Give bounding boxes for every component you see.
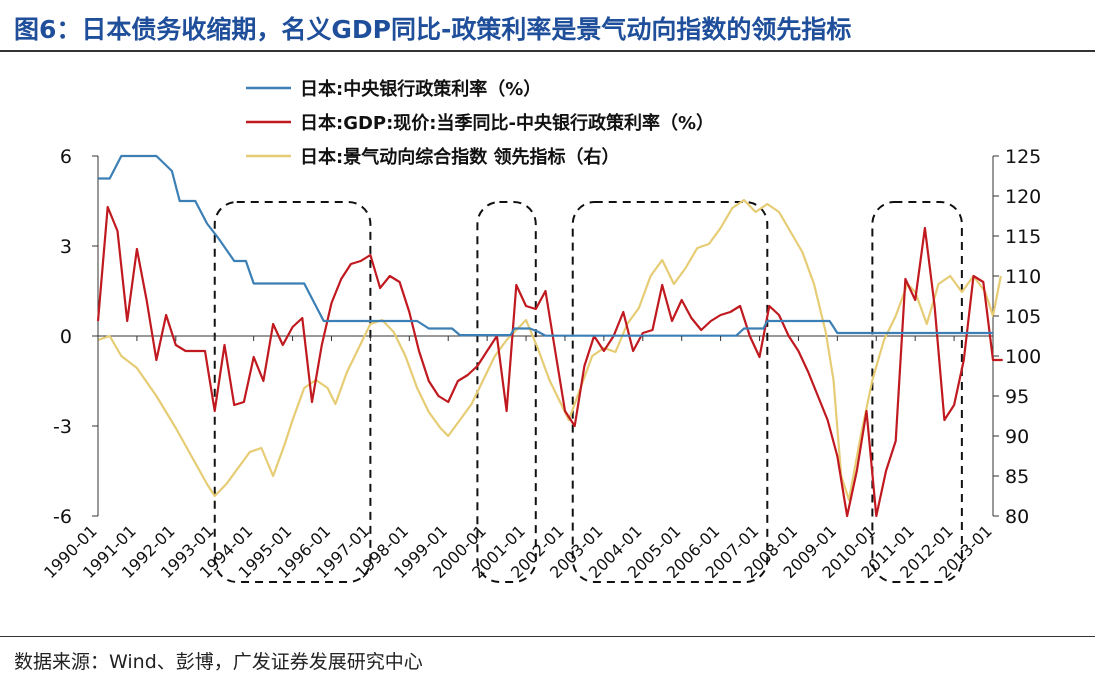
right-tick-label: 120 [1005,186,1041,208]
right-tick-label: 125 [1005,146,1041,168]
contraction-period-box [571,201,769,583]
chart-title: 图6：日本债务收缩期，名义GDP同比-政策利率是景气动向指数的领先指标 [14,15,852,44]
right-tick-label: 100 [1005,346,1041,368]
x-axis: 1990-011991-011992-011993-011994-011995-… [40,336,996,582]
left-tick-label: -3 [53,416,72,438]
right-tick-label: 85 [1005,466,1029,488]
left-tick-label: 6 [60,146,72,168]
series-line-1 [96,205,1003,518]
right-tick-label: 110 [1005,266,1041,288]
right-tick-label: 80 [1005,506,1029,528]
series-lines [96,154,1003,518]
chart-area: 6 3 0 -3 -6 125 120 115 110 105 100 95 90 85 80 1990-… [40,78,1041,583]
contraction-period-box [213,201,372,583]
source-note: 数据来源：Wind、彭博，广发证券发展研究中心 [14,651,423,673]
right-tick-label: 95 [1005,386,1029,408]
series-line-2 [97,198,1002,502]
contraction-period-box [476,201,537,583]
left-tick-label: 3 [60,236,72,258]
right-axis: 125 120 115 110 105 100 95 90 85 80 [993,146,1041,528]
series-line-0 [98,154,993,337]
title-rule [0,50,1095,52]
right-tick-label: 90 [1005,426,1029,448]
right-tick-label: 105 [1005,306,1041,328]
left-axis: 6 3 0 -3 -6 [53,146,98,528]
legend-label-1: 日本:GDP:现价:当季同比-中央银行政策利率（%） [300,112,714,134]
contraction-period-box [871,201,963,583]
legend: 日本:中央银行政策利率（%） 日本:GDP:现价:当季同比-中央银行政策利率（%）… [246,78,714,168]
left-tick-label: 0 [60,326,72,348]
right-tick-label: 115 [1005,226,1041,248]
left-tick-label: -6 [53,506,72,528]
legend-label-2: 日本:景气动向综合指数 领先指标（右） [300,146,619,168]
footer-rule [0,636,1095,637]
legend-label-0: 日本:中央银行政策利率（%） [300,78,541,100]
